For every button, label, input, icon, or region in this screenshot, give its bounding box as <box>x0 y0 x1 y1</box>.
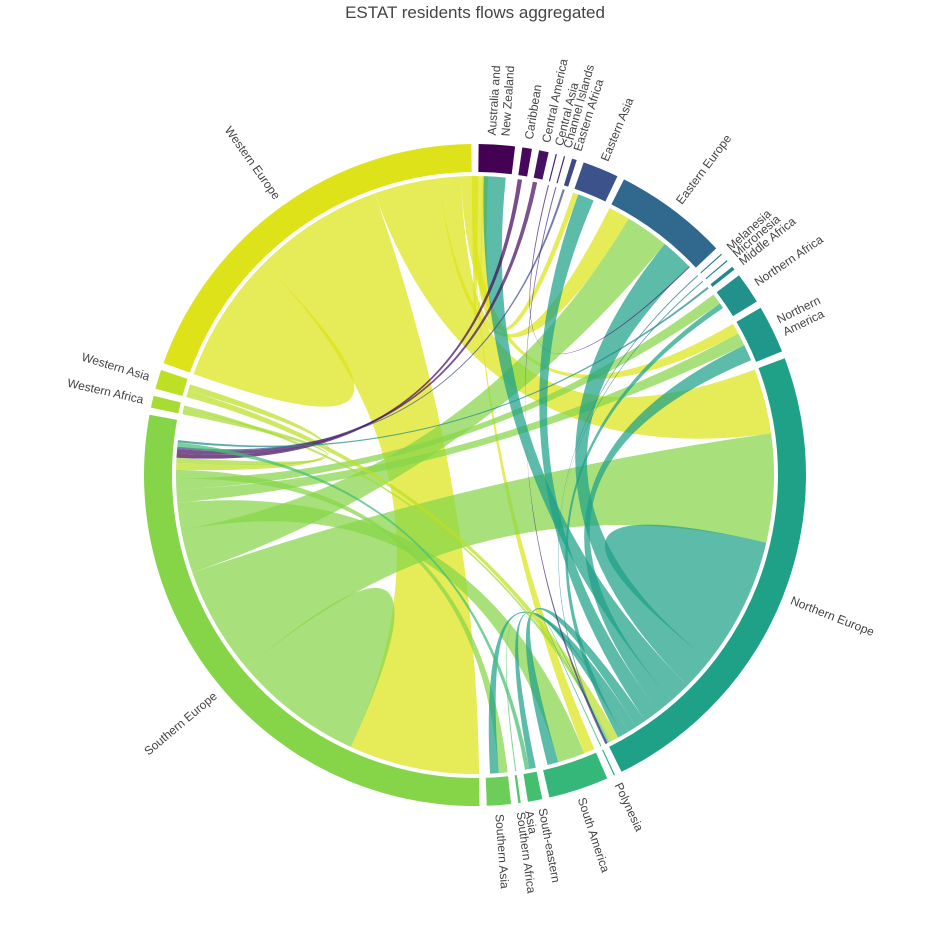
ribbon-southern-europe-to-northern-europe[interactable] <box>192 433 775 668</box>
label-northern-america: NorthernAmerica <box>775 293 829 339</box>
label-western-asia: Western Asia <box>80 350 152 384</box>
ribbon-northern-europe-to-australia-and-new-zealand[interactable] <box>483 176 688 701</box>
ribbon-southern-europe-to-eastern-europe[interactable] <box>181 218 665 573</box>
arc-southern-asia[interactable] <box>485 776 512 806</box>
ribbon-western-europe-to-western-europe[interactable] <box>193 263 355 407</box>
arc-northern-europe[interactable] <box>609 358 807 772</box>
label-southern-asia: Southern Asia <box>492 814 511 890</box>
ribbon-western-europe-to-southern-europe[interactable] <box>263 193 480 774</box>
ribbons-layer <box>176 176 775 774</box>
arc-eastern-asia[interactable] <box>574 162 618 202</box>
ribbon-northern-europe-to-southern-asia[interactable] <box>488 611 637 774</box>
label-polynesia: Polynesia <box>612 781 647 834</box>
arc-central-america[interactable] <box>533 150 549 180</box>
ribbon-western-africa-to-southern-europe[interactable] <box>176 408 328 466</box>
label-northern-europe: Northern Europe <box>789 593 877 639</box>
ribbon-northern-europe-to-northern-america[interactable] <box>584 345 752 712</box>
arc-australia-and-new-zealand[interactable] <box>478 144 516 175</box>
ribbon-northern-europe-to-eastern-europe[interactable] <box>575 243 710 686</box>
label-western-africa: Western Africa <box>66 376 145 407</box>
arc-eastern-europe[interactable] <box>611 179 717 268</box>
arc-eastern-africa[interactable] <box>563 158 577 187</box>
arc-south-eastern-asia[interactable] <box>523 771 543 802</box>
chart-title: ESTAT residents flows aggregated <box>345 3 605 22</box>
ribbon-western-europe-to-eastern-europe[interactable] <box>438 176 629 338</box>
arc-middle-africa[interactable] <box>710 266 735 287</box>
arc-polynesia[interactable] <box>602 749 615 776</box>
arc-micronesia[interactable] <box>705 260 728 280</box>
arc-northern-africa[interactable] <box>716 275 757 317</box>
ribbon-western-europe-to-eastern-asia[interactable] <box>471 176 579 331</box>
ribbon-western-europe-to-northern-europe[interactable] <box>374 178 772 439</box>
label-southern-europe: Southern Europe <box>141 689 220 758</box>
label-eastern-europe: Eastern Europe <box>673 132 734 207</box>
arc-melanesia[interactable] <box>700 253 723 274</box>
arcs-layer <box>143 144 807 806</box>
ribbon-southern-europe-to-southern-europe[interactable] <box>246 587 395 748</box>
arc-southern-africa[interactable] <box>514 775 521 804</box>
label-south-america: South America <box>575 796 613 875</box>
label-australia-and-new-zealand: Australia andNew Zealand <box>485 64 517 136</box>
arc-western-africa[interactable] <box>150 395 181 414</box>
label-eastern-asia: Eastern Asia <box>598 95 637 163</box>
arc-south-america[interactable] <box>543 752 608 798</box>
label-western-europe: Western Europe <box>222 124 284 203</box>
arc-western-asia[interactable] <box>155 370 188 396</box>
arc-central-asia[interactable] <box>548 153 557 182</box>
arc-caribbean[interactable] <box>518 147 532 177</box>
arc-northern-america[interactable] <box>736 307 783 362</box>
ribbon-southern-europe-to-northern-america[interactable] <box>176 333 745 503</box>
ribbon-northern-europe-to-northern-europe[interactable] <box>604 524 767 661</box>
arc-channel-islands[interactable] <box>556 156 566 184</box>
arc-western-europe[interactable] <box>163 144 472 373</box>
